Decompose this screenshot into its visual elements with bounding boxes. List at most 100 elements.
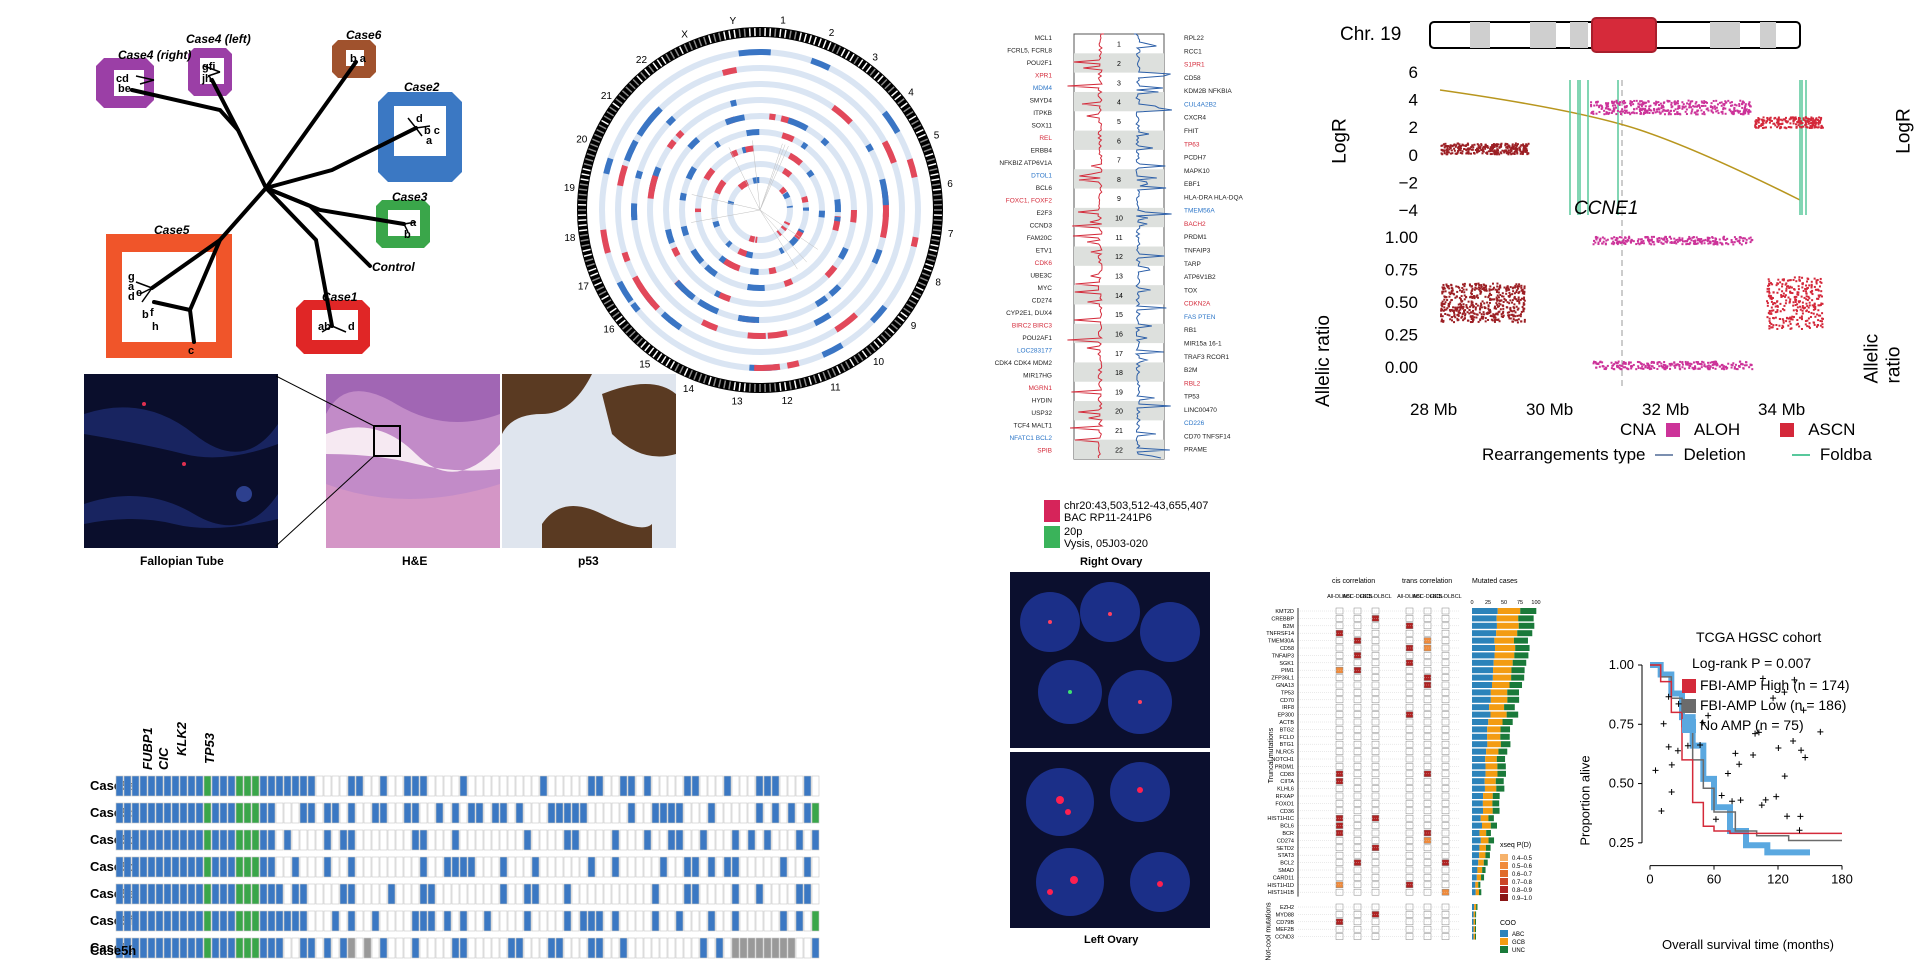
allelic-point <box>1817 304 1819 306</box>
left-ovary-image <box>1010 752 1210 928</box>
heatmap-cell <box>1442 615 1449 621</box>
mutated-bar-unc <box>1475 911 1476 917</box>
allelic-point <box>1464 317 1466 319</box>
mutation-cell <box>404 938 411 958</box>
heatmap-cell <box>1424 682 1431 688</box>
mutation-cell <box>500 857 507 877</box>
heatmap-gene-label: HIST1H1D <box>1267 883 1294 889</box>
heatmap-cell <box>1372 919 1379 925</box>
mutation-cell <box>740 911 747 931</box>
mutation-cell <box>780 884 787 904</box>
allelic-point <box>1712 367 1714 369</box>
logr-point-ascn <box>1799 121 1801 123</box>
mutation-cell <box>812 776 819 796</box>
allelic-point <box>1814 316 1816 318</box>
mutation-cell <box>772 803 779 823</box>
mutation-cell <box>628 884 635 904</box>
allelic-point <box>1453 312 1455 314</box>
logr-point-aloh <box>1679 113 1681 115</box>
allelic-point <box>1810 291 1812 293</box>
allelic-point <box>1496 283 1498 285</box>
allelic-point <box>1794 299 1796 301</box>
mutation-cell <box>316 830 323 850</box>
mutated-bar-abc <box>1472 830 1480 836</box>
allelic-point <box>1789 298 1791 300</box>
mutated-bar-abc <box>1472 623 1497 629</box>
mutation-cell <box>420 884 427 904</box>
heatmap-cell <box>1424 808 1431 814</box>
allelic-point <box>1673 242 1675 244</box>
heatmap-gene-label: IRF8 <box>1282 705 1294 711</box>
mutation-cell <box>180 938 187 958</box>
allelic-point <box>1709 242 1711 244</box>
logr-point-ascn <box>1520 153 1522 155</box>
allelic-point <box>1817 309 1819 311</box>
mutation-cell <box>804 857 811 877</box>
allelic-point <box>1696 361 1698 363</box>
allelic-point <box>1441 291 1443 293</box>
mutated-bar-unc <box>1518 615 1533 621</box>
heatmap-cell <box>1336 874 1343 880</box>
mutation-cell <box>324 857 331 877</box>
allelic-point <box>1822 326 1824 328</box>
mutation-cell <box>252 857 259 877</box>
mutation-cell <box>604 857 611 877</box>
mutation-cell <box>572 911 579 931</box>
mutation-cell <box>348 884 355 904</box>
mutation-cell <box>556 884 563 904</box>
logr-point-aloh <box>1620 113 1622 115</box>
logr-point-aloh <box>1691 110 1693 112</box>
mutation-cell <box>660 938 667 958</box>
allelic-point <box>1695 243 1697 245</box>
allelic-point <box>1521 290 1523 292</box>
mutation-cell <box>300 884 307 904</box>
logr-point-aloh <box>1626 112 1628 114</box>
logr-point-aloh <box>1740 113 1742 115</box>
allelic-point <box>1520 299 1522 301</box>
heatmap-gene-label: TMEM30A <box>1268 639 1294 645</box>
noamp-label: No AMP (n = 75) <box>1700 717 1804 733</box>
mutated-bar-gcb <box>1476 889 1479 895</box>
allelic-point <box>1475 309 1477 311</box>
heatmap-cell <box>1336 638 1343 644</box>
logr-point-aloh <box>1650 110 1652 112</box>
heatmap-cell <box>1442 763 1449 769</box>
heatmap-cell <box>1354 645 1361 651</box>
mutation-cell <box>436 776 443 796</box>
heatmap-cell <box>1424 749 1431 755</box>
cnv-segment <box>823 345 842 355</box>
mutation-cell <box>284 938 291 958</box>
logr-point-ascn <box>1522 145 1524 147</box>
mutation-cell <box>372 776 379 796</box>
allelic-point <box>1653 243 1655 245</box>
mutation-cell <box>564 830 571 850</box>
allelic-point <box>1782 320 1784 322</box>
logr-point-aloh <box>1681 101 1683 103</box>
heatmap-cell <box>1442 689 1449 695</box>
allelic-point <box>1742 238 1744 240</box>
mutated-bar-abc <box>1472 652 1495 658</box>
allelic-point <box>1723 365 1725 367</box>
mutation-cell <box>196 884 203 904</box>
allelic-point <box>1444 301 1446 303</box>
logr-point-ascn <box>1520 144 1522 146</box>
cnv-segment <box>884 112 897 132</box>
mutation-cell <box>436 938 443 958</box>
ideogram-band <box>579 194 587 195</box>
mutation-cell <box>484 884 491 904</box>
mutation-cell <box>772 884 779 904</box>
logr-tick: 2 <box>1409 118 1418 137</box>
cnv-segment <box>788 120 807 128</box>
chr19-title: Chr. 19 <box>1340 24 1401 46</box>
allelic-point <box>1745 241 1747 243</box>
allelic-point <box>1666 241 1668 243</box>
allelic-point <box>1715 368 1717 370</box>
mutated-bar-abc <box>1472 704 1489 710</box>
allelic-point <box>1731 367 1733 369</box>
heatmap-cell <box>1406 889 1413 895</box>
allelic-point <box>1607 365 1609 367</box>
mutation-cell <box>476 857 483 877</box>
allelic-point <box>1735 238 1737 240</box>
allelic-point <box>1445 284 1447 286</box>
logr-point-aloh <box>1625 106 1627 108</box>
